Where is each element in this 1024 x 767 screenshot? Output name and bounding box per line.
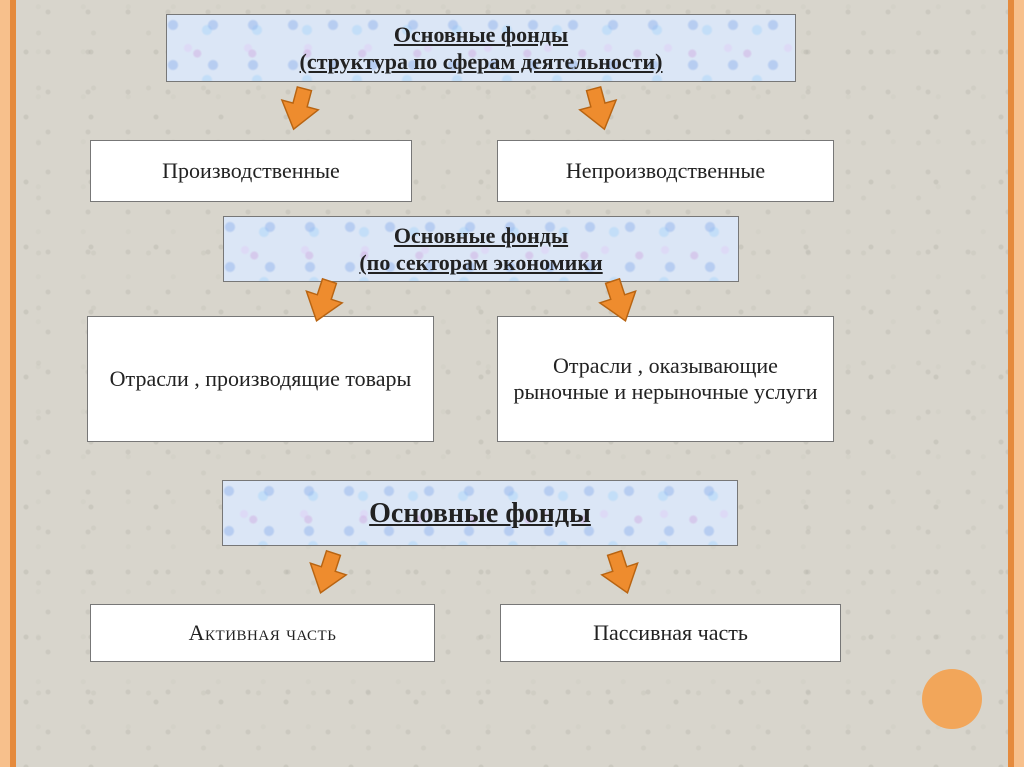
arrow-icon [300,545,354,602]
section2-title-line2: (по секторам экономики [359,249,602,277]
section2-right-text: Отрасли , оказывающие рыночные и нерыноч… [510,353,821,405]
section2-title-line1: Основные фонды [394,222,568,250]
decor-rail-right-inner [1008,0,1014,767]
section1-right-box: Непроизводственные [497,140,834,202]
section3-right-text: Пассивная часть [593,620,748,646]
section1-right-text: Непроизводственные [566,158,765,184]
section3-header: Основные фонды [222,480,738,546]
decor-rail-left-inner [10,0,16,767]
arrow-icon [273,81,325,136]
section1-left-text: Производственные [162,158,340,184]
section3-left-text: Активная часть [189,620,337,646]
section3-title: Основные фонды [369,496,591,531]
section3-right-box: Пассивная часть [500,604,841,662]
section1-title-line1: Основные фонды [394,21,568,49]
section2-header: Основные фонды (по секторам экономики [223,216,739,282]
section2-left-box: Отрасли , производящие товары [87,316,434,442]
arrow-icon [573,81,625,136]
section1-left-box: Производственные [90,140,412,202]
section1-title-line2: (структура по сферам деятельности) [300,48,663,76]
section1-header: Основные фонды (структура по сферам деят… [166,14,796,82]
section2-right-box: Отрасли , оказывающие рыночные и нерыноч… [497,316,834,442]
arrow-icon [594,545,648,602]
section3-left-box: Активная часть [90,604,435,662]
section2-left-text: Отрасли , производящие товары [110,366,412,392]
decor-circle [922,669,982,729]
